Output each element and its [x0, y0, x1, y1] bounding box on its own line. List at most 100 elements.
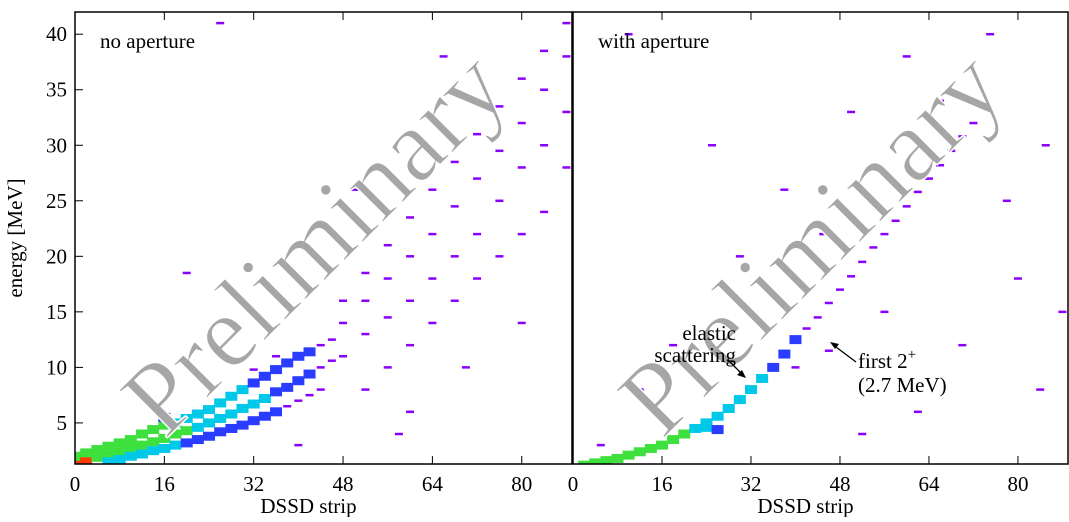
cell [361, 332, 370, 336]
cell [819, 232, 828, 236]
cell [247, 416, 260, 426]
x-tick-label: 48 [333, 472, 354, 496]
cell [283, 405, 292, 408]
panel-title: no aperture [100, 29, 195, 53]
cell [744, 385, 757, 395]
cell [270, 407, 283, 417]
cell [203, 431, 216, 441]
cell [689, 423, 702, 433]
cell [102, 457, 115, 464]
y-tick-label: 10 [46, 355, 67, 379]
cell [733, 395, 746, 405]
cell [428, 277, 437, 280]
watermark: Preliminary [597, 28, 1026, 457]
cell [158, 420, 171, 430]
cell [249, 368, 258, 371]
cell [540, 144, 549, 147]
cell [711, 411, 724, 421]
cell [913, 410, 922, 414]
cell [562, 110, 571, 114]
cell [858, 432, 867, 436]
cell [383, 366, 392, 369]
cell [270, 365, 283, 375]
panel-title: with aperture [598, 29, 709, 53]
annotation-text: first 2 [858, 349, 908, 373]
cell [270, 387, 283, 397]
cell [383, 316, 392, 319]
cell [495, 149, 504, 153]
cell [136, 429, 149, 439]
cell [406, 343, 415, 347]
cell [294, 399, 303, 402]
arrow-head [737, 370, 746, 378]
annotation: first 2+ [858, 347, 916, 373]
cell [947, 149, 956, 153]
cell [124, 435, 137, 445]
cell [778, 349, 791, 359]
cell [225, 391, 238, 401]
cell [589, 458, 602, 464]
cell [169, 418, 182, 428]
cell [216, 21, 225, 25]
cell [428, 232, 437, 236]
x-tick-label: 80 [1007, 472, 1028, 496]
cell [80, 448, 93, 458]
cell [361, 388, 370, 391]
cell [969, 121, 978, 125]
annotation-text: elastic [682, 321, 736, 345]
y-tick-label: 35 [46, 78, 67, 102]
cell [767, 362, 780, 372]
cell [361, 299, 370, 302]
cell [517, 321, 526, 325]
cell [540, 49, 549, 53]
cell [562, 55, 571, 58]
cell [678, 429, 691, 439]
x-tick-label: 32 [243, 472, 264, 496]
cell [813, 316, 822, 319]
cell [1002, 199, 1011, 203]
frame [74, 11, 573, 465]
cell [339, 299, 348, 302]
cell [147, 446, 160, 456]
cell [180, 438, 193, 448]
cell [339, 321, 348, 325]
cell [958, 135, 967, 138]
y-tick-label: 30 [46, 133, 67, 157]
cell [292, 376, 305, 386]
cell [891, 219, 900, 223]
cell [327, 338, 336, 341]
cell [303, 369, 316, 379]
cell [316, 343, 325, 347]
annotation: elastic [682, 321, 736, 345]
x-tick-label: 80 [511, 472, 532, 496]
cell [91, 445, 104, 455]
cell [203, 405, 216, 415]
y-axis-label: energy [MeV] [3, 178, 27, 297]
cell [633, 447, 646, 457]
cell [91, 452, 104, 462]
cell [406, 410, 415, 414]
cell [394, 432, 403, 436]
cell [722, 403, 735, 413]
cell [450, 299, 459, 302]
cell [180, 426, 193, 436]
cell [936, 99, 945, 103]
annotation: scattering [654, 343, 736, 367]
cell [869, 246, 878, 249]
cell [473, 177, 482, 180]
cells [75, 21, 571, 464]
x-tick-label: 32 [740, 472, 761, 496]
annotation: (2.7 MeV) [858, 373, 947, 397]
cell [258, 371, 271, 381]
cell [1013, 277, 1022, 280]
cell [517, 77, 526, 80]
cell [236, 385, 249, 395]
cell [495, 105, 504, 108]
cell [450, 255, 459, 258]
cell [611, 453, 624, 463]
cell [902, 205, 911, 208]
cell [406, 216, 415, 219]
cell [236, 420, 249, 430]
